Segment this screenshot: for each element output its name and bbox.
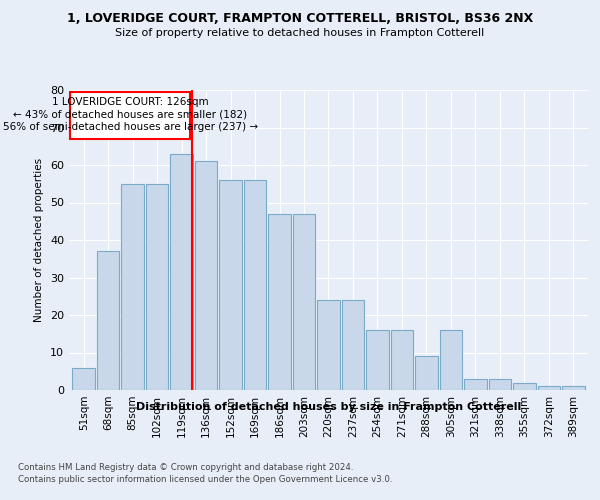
Bar bbox=[268, 214, 291, 390]
Text: 1, LOVERIDGE COURT, FRAMPTON COTTERELL, BRISTOL, BS36 2NX: 1, LOVERIDGE COURT, FRAMPTON COTTERELL, … bbox=[67, 12, 533, 26]
Bar bbox=[342, 300, 364, 390]
Text: 56% of semi-detached houses are larger (237) →: 56% of semi-detached houses are larger (… bbox=[3, 122, 258, 132]
Text: Size of property relative to detached houses in Frampton Cotterell: Size of property relative to detached ho… bbox=[115, 28, 485, 38]
Bar bbox=[317, 300, 340, 390]
Bar bbox=[244, 180, 266, 390]
Bar bbox=[220, 180, 242, 390]
Text: Contains HM Land Registry data © Crown copyright and database right 2024.: Contains HM Land Registry data © Crown c… bbox=[18, 462, 353, 471]
Bar bbox=[562, 386, 584, 390]
Bar bbox=[97, 251, 119, 390]
Bar bbox=[73, 368, 95, 390]
Bar bbox=[415, 356, 437, 390]
Bar bbox=[70, 92, 190, 138]
Bar bbox=[513, 382, 536, 390]
Bar bbox=[538, 386, 560, 390]
Bar bbox=[170, 154, 193, 390]
Y-axis label: Number of detached properties: Number of detached properties bbox=[34, 158, 44, 322]
Bar bbox=[293, 214, 315, 390]
Text: Distribution of detached houses by size in Frampton Cotterell: Distribution of detached houses by size … bbox=[136, 402, 521, 412]
Bar bbox=[146, 184, 169, 390]
Text: ← 43% of detached houses are smaller (182): ← 43% of detached houses are smaller (18… bbox=[13, 110, 247, 120]
Text: 1 LOVERIDGE COURT: 126sqm: 1 LOVERIDGE COURT: 126sqm bbox=[52, 97, 209, 107]
Bar bbox=[366, 330, 389, 390]
Bar bbox=[391, 330, 413, 390]
Bar bbox=[195, 161, 217, 390]
Bar bbox=[488, 379, 511, 390]
Text: Contains public sector information licensed under the Open Government Licence v3: Contains public sector information licen… bbox=[18, 475, 392, 484]
Bar bbox=[121, 184, 144, 390]
Bar bbox=[440, 330, 462, 390]
Bar bbox=[464, 379, 487, 390]
